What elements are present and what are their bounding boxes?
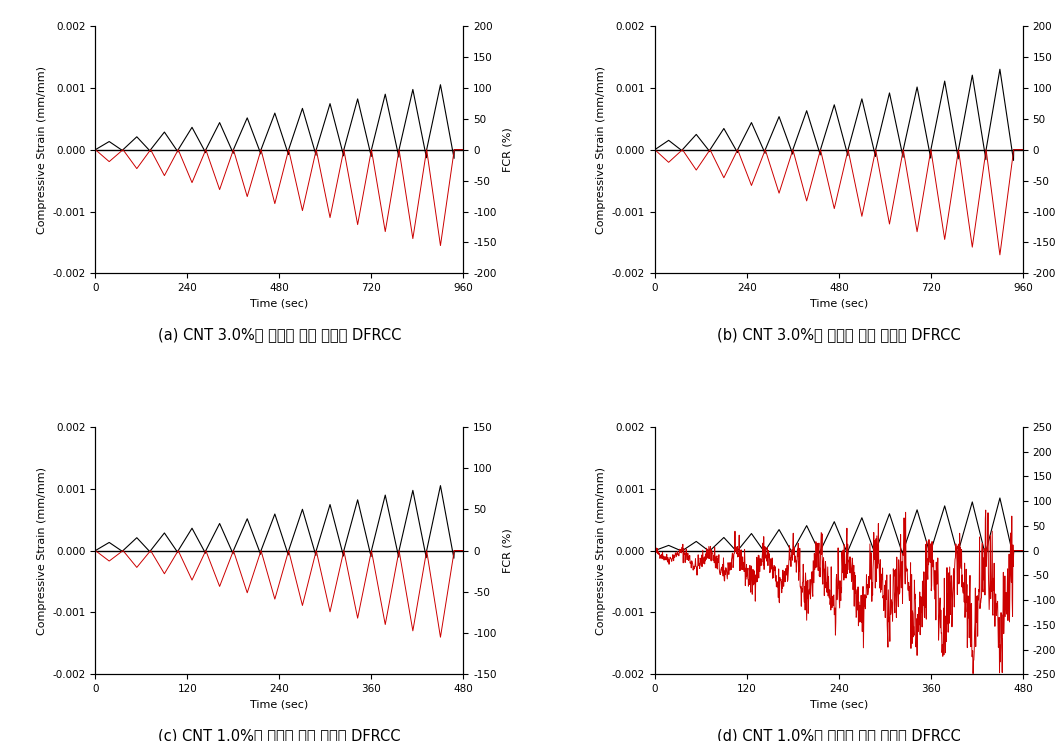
X-axis label: Time (sec): Time (sec) (250, 700, 308, 710)
Y-axis label: FCR (%): FCR (%) (502, 127, 512, 172)
Y-axis label: Compressive Strain (mm/mm): Compressive Strain (mm/mm) (597, 467, 606, 634)
X-axis label: Time (sec): Time (sec) (250, 299, 308, 309)
Y-axis label: Compressive Strain (mm/mm): Compressive Strain (mm/mm) (37, 467, 47, 634)
Y-axis label: Compressive Strain (mm/mm): Compressive Strain (mm/mm) (597, 66, 606, 233)
X-axis label: Time (sec): Time (sec) (810, 299, 868, 309)
Y-axis label: Compressive Strain (mm/mm): Compressive Strain (mm/mm) (37, 66, 47, 233)
Text: (d) CNT 1.0%를 혼입한 습운 상태의 DFRCC: (d) CNT 1.0%를 혼입한 습운 상태의 DFRCC (717, 728, 960, 741)
Text: (a) CNT 3.0%를 혼입한 절건 상태의 DFRCC: (a) CNT 3.0%를 혼입한 절건 상태의 DFRCC (158, 327, 401, 342)
X-axis label: Time (sec): Time (sec) (810, 700, 868, 710)
Y-axis label: FCR (%): FCR (%) (502, 528, 512, 573)
Text: (c) CNT 1.0%를 혼입한 절건 상태의 DFRCC: (c) CNT 1.0%를 혼입한 절건 상태의 DFRCC (158, 728, 401, 741)
Text: (b) CNT 3.0%를 혼입한 습운 상태의 DFRCC: (b) CNT 3.0%를 혼입한 습운 상태의 DFRCC (717, 327, 960, 342)
